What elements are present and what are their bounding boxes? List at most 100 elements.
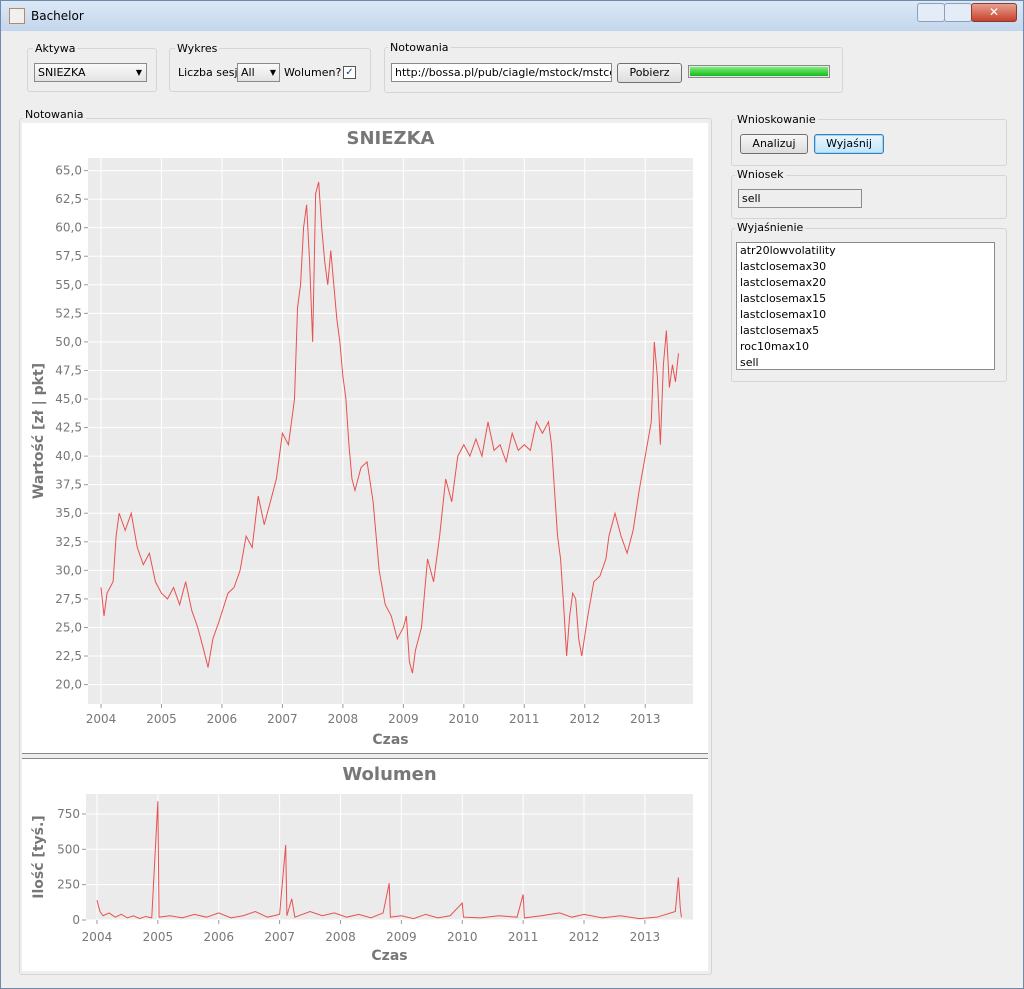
y-tick-label: 750 bbox=[57, 807, 80, 821]
y-tick-label: 47,5 bbox=[55, 363, 82, 377]
y-tick-label: 40,0 bbox=[55, 449, 82, 463]
x-tick-label: 2013 bbox=[630, 930, 661, 944]
y-tick-label: 55,0 bbox=[55, 278, 82, 292]
y-tick-label: 0 bbox=[72, 913, 80, 927]
group-label: Notowania bbox=[23, 108, 86, 121]
data-line bbox=[96, 801, 682, 920]
group-label: Aktywa bbox=[33, 42, 78, 55]
url-text: http://bossa.pl/pub/ciagle/mstock/mstcgl… bbox=[395, 66, 611, 79]
x-tick-label: 2006 bbox=[207, 712, 238, 726]
y-tick-label: 22,5 bbox=[55, 649, 82, 663]
explanation-item: sell bbox=[740, 356, 759, 369]
x-tick-label: 2011 bbox=[509, 712, 540, 726]
x-axis-label: Czas bbox=[371, 948, 407, 964]
chart-title: Wolumen bbox=[342, 764, 436, 785]
wniosek-group bbox=[731, 175, 1007, 219]
select-value: SNIEZKA bbox=[38, 66, 86, 79]
y-tick-label: 32,5 bbox=[55, 535, 82, 549]
x-tick-label: 2007 bbox=[264, 930, 295, 944]
app-icon bbox=[9, 8, 25, 24]
minimize-button[interactable] bbox=[917, 3, 945, 22]
x-tick-label: 2012 bbox=[569, 712, 600, 726]
conclusion-field: sell bbox=[738, 189, 862, 208]
progress-bar bbox=[688, 65, 830, 78]
explain-button[interactable]: Wyjaśnij bbox=[814, 134, 884, 154]
y-tick-label: 30,0 bbox=[55, 563, 82, 577]
sessions-select[interactable]: All ▼ bbox=[237, 63, 280, 82]
y-tick-label: 250 bbox=[57, 878, 80, 892]
y-tick-label: 42,5 bbox=[55, 421, 82, 435]
volume-label: Wolumen? bbox=[284, 66, 342, 79]
y-axis-label: Wartość [zł | pkt] bbox=[31, 363, 47, 499]
x-tick-label: 2009 bbox=[386, 930, 417, 944]
aktywa-group bbox=[27, 48, 157, 92]
group-label: Wyjaśnienie bbox=[735, 221, 806, 234]
y-axis-label: Ilość [tyś.] bbox=[31, 815, 47, 898]
x-tick-label: 2010 bbox=[447, 930, 478, 944]
y-tick-label: 20,0 bbox=[55, 678, 82, 692]
x-tick-label: 2008 bbox=[325, 930, 356, 944]
y-tick-label: 500 bbox=[57, 842, 80, 856]
y-tick-label: 65,0 bbox=[55, 164, 82, 178]
volume-checkbox[interactable]: ✓ bbox=[343, 66, 356, 79]
wnioskowanie-group bbox=[731, 119, 1007, 166]
x-tick-label: 2011 bbox=[508, 930, 539, 944]
x-tick-label: 2013 bbox=[630, 712, 661, 726]
explanation-item: lastclosemax20 bbox=[740, 276, 827, 289]
y-tick-label: 50,0 bbox=[55, 335, 82, 349]
explanation-item: lastclosemax5 bbox=[740, 324, 820, 337]
y-tick-label: 52,5 bbox=[55, 306, 82, 320]
y-tick-label: 60,0 bbox=[55, 221, 82, 235]
price-chart: SNIEZKA 20,0 22,5 25,0 27,5 30,0 32,5 35,0 37,5 4… bbox=[22, 123, 708, 754]
x-tick-label: 2009 bbox=[388, 712, 419, 726]
sessions-label: Liczba sesji bbox=[178, 66, 241, 79]
x-tick-label: 2012 bbox=[569, 930, 600, 944]
data-line bbox=[100, 181, 679, 674]
wykres-group bbox=[169, 48, 371, 92]
x-tick-label: 2007 bbox=[267, 712, 298, 726]
group-label: Wykres bbox=[175, 42, 220, 55]
volume-chart: Wolumen 0 250 500 750 2004 2005 2006 2007 2008 200… bbox=[22, 758, 708, 971]
y-tick-label: 27,5 bbox=[55, 592, 82, 606]
y-tick-label: 35,0 bbox=[55, 506, 82, 520]
explanation-item: lastclosemax15 bbox=[740, 292, 827, 305]
close-button[interactable]: ✕ bbox=[971, 3, 1017, 22]
x-tick-label: 2004 bbox=[86, 712, 117, 726]
x-tick-label: 2004 bbox=[82, 930, 113, 944]
x-tick-label: 2005 bbox=[143, 930, 174, 944]
y-tick-label: 45,0 bbox=[55, 392, 82, 406]
charts-group bbox=[19, 118, 712, 975]
notowania-group bbox=[384, 47, 843, 93]
explanation-list: atr20lowvolatility lastclosemax30 lastclos… bbox=[736, 242, 995, 370]
group-label: Notowania bbox=[388, 41, 451, 54]
asset-select[interactable]: SNIEZKA ▼ bbox=[34, 63, 147, 82]
window-title: Bachelor bbox=[31, 9, 84, 23]
y-tick-label: 62,5 bbox=[55, 192, 82, 206]
x-tick-label: 2008 bbox=[328, 712, 359, 726]
url-field[interactable]: http://bossa.pl/pub/ciagle/mstock/mstcgl… bbox=[391, 63, 612, 82]
maximize-button[interactable] bbox=[944, 3, 972, 22]
x-tick-label: 2010 bbox=[449, 712, 480, 726]
select-value: All bbox=[241, 66, 255, 79]
title-bar: Bachelor ✕ bbox=[1, 1, 1023, 31]
explanation-item: lastclosemax30 bbox=[740, 260, 827, 273]
conclusion-value: sell bbox=[742, 192, 761, 205]
download-button[interactable]: Pobierz bbox=[617, 63, 682, 83]
y-tick-label: 25,0 bbox=[55, 620, 82, 634]
group-label: Wnioskowanie bbox=[735, 113, 818, 126]
wyjasnienie-group bbox=[731, 228, 1007, 382]
group-label: Wniosek bbox=[735, 168, 786, 181]
x-axis-label: Czas bbox=[372, 732, 408, 748]
x-tick-label: 2005 bbox=[146, 712, 177, 726]
x-tick-label: 2006 bbox=[203, 930, 234, 944]
y-tick-label: 37,5 bbox=[55, 478, 82, 492]
plot-area bbox=[88, 158, 693, 704]
chart-title: SNIEZKA bbox=[347, 128, 435, 149]
explanation-item: lastclosemax10 bbox=[740, 308, 827, 321]
explanation-item: atr20lowvolatility bbox=[740, 244, 836, 257]
explanation-item: roc10max10 bbox=[740, 340, 810, 353]
y-tick-label: 57,5 bbox=[55, 249, 82, 263]
analyze-button[interactable]: Analizuj bbox=[740, 134, 808, 154]
